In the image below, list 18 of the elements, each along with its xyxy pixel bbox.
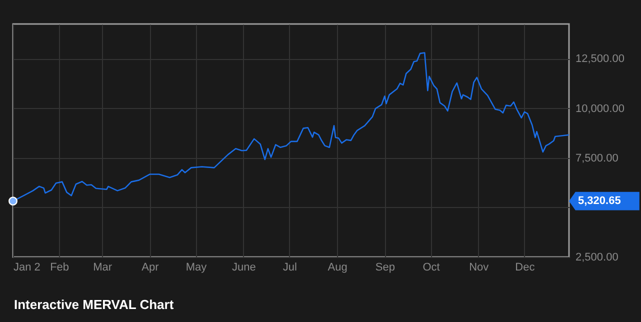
x-tick-label: Aug <box>328 262 348 274</box>
x-tick-label: Jul <box>282 262 297 274</box>
x-tick-label: Nov <box>469 262 490 274</box>
x-tick-label: Sep <box>375 262 395 274</box>
x-tick-label: Apr <box>142 262 160 274</box>
y-tick-label: 7,500.00 <box>576 152 618 164</box>
text: Interactive MERVAL Chart <box>14 297 174 312</box>
x-tick-label: June <box>232 262 256 274</box>
x-tick-label: May <box>186 262 208 274</box>
y-tick-label: 12,500.00 <box>576 53 624 66</box>
x-tick-label: Feb <box>50 262 70 274</box>
y-tick-label: 2,500.00 <box>576 252 618 264</box>
x-tick-label: Oct <box>422 262 440 274</box>
y-tick-label: 10,000.00 <box>576 102 624 115</box>
x-tick-label: Mar <box>93 262 112 274</box>
x-tick-label: Dec <box>515 262 536 274</box>
text: 5,320.65 <box>578 195 621 208</box>
x-tick-label: Jan 2 <box>14 262 40 274</box>
